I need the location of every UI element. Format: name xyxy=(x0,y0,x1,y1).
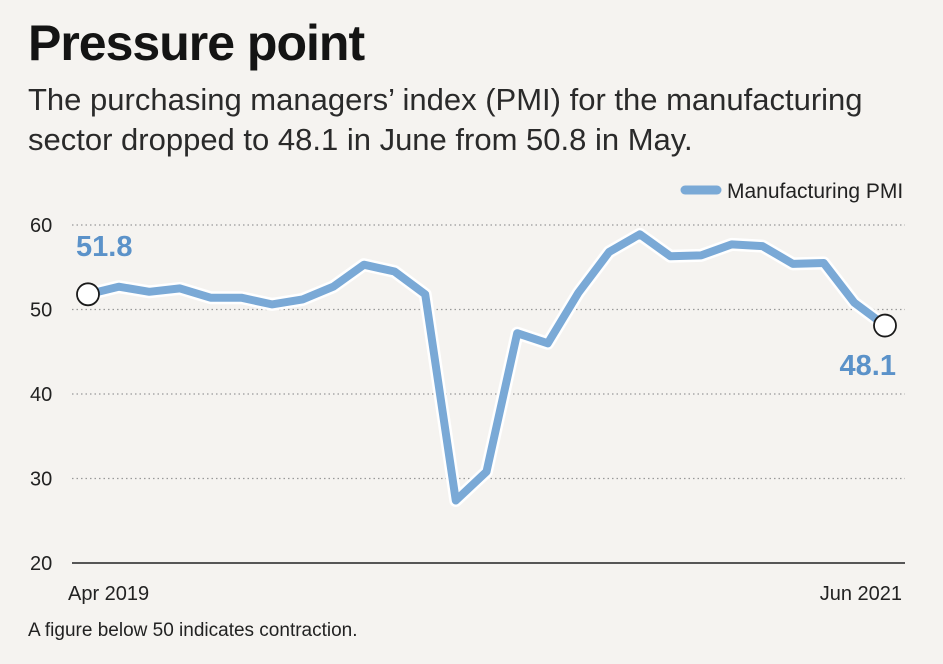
data-labels: 51.8 48.1 xyxy=(76,231,896,382)
y-axis: 20 30 40 50 60 xyxy=(30,215,52,575)
start-point-marker xyxy=(76,282,100,307)
x-tick-label-start: Apr 2019 xyxy=(68,583,149,605)
y-tick-label-60: 60 xyxy=(30,215,52,237)
chart-subtitle: The purchasing managers’ index (PMI) for… xyxy=(28,82,863,157)
data-label-start: 51.8 xyxy=(76,231,132,263)
y-tick-label-30: 30 xyxy=(30,469,52,491)
chart-title: Pressure point xyxy=(28,15,365,71)
endpoint-markers xyxy=(76,282,897,338)
series-line xyxy=(84,230,889,505)
legend-label: Manufacturing PMI xyxy=(727,180,903,203)
y-tick-label-50: 50 xyxy=(30,300,52,322)
footnote: A figure below 50 indicates contraction. xyxy=(28,620,358,641)
y-tick-label-20: 20 xyxy=(30,553,52,575)
x-axis: Apr 2019 Jun 2021 xyxy=(68,583,902,605)
x-tick-label-end: Jun 2021 xyxy=(820,583,902,605)
legend: Manufacturing PMI xyxy=(680,180,903,203)
end-point-marker xyxy=(873,313,897,338)
series-manufacturing-pmi xyxy=(81,227,892,507)
data-label-end: 48.1 xyxy=(840,350,896,382)
gridlines xyxy=(72,224,905,564)
y-tick-label-40: 40 xyxy=(30,384,52,406)
